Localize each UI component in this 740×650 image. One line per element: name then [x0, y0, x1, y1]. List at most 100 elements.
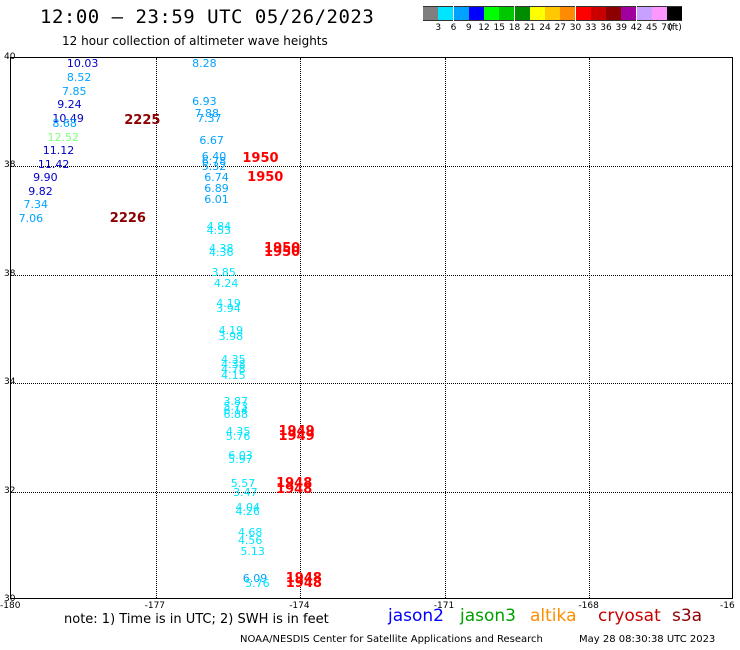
wave-height-observation: 7.34	[23, 198, 48, 212]
legend-swatch	[514, 6, 530, 21]
legend-swatch	[468, 6, 484, 21]
legend-swatch	[667, 6, 682, 21]
longitude-gridline	[444, 58, 446, 598]
wave-height-observation: 7.06	[18, 211, 44, 225]
wave-height-observation: 6.78	[201, 154, 227, 168]
pass-time-label: 1949	[278, 423, 315, 439]
wave-height-observation: 5.32	[201, 160, 227, 174]
pass-time-label: 2225	[124, 113, 161, 129]
longitude-label: -177	[144, 601, 166, 611]
legend-swatch	[453, 6, 469, 21]
legend-swatch	[545, 6, 560, 21]
legend-label: 45	[646, 23, 658, 33]
wave-height-observation: 3.85	[211, 266, 236, 280]
wave-height-observation: 4.84	[206, 220, 232, 234]
longitude-label: -171	[433, 601, 455, 611]
wave-height-observation: 4.04	[235, 500, 261, 514]
legend-label: 24	[539, 23, 551, 33]
pass-time-label: 1950	[264, 245, 301, 261]
legend-swatch	[438, 6, 454, 21]
legend-swatch	[636, 6, 652, 21]
legend-swatch	[560, 6, 576, 21]
wave-height-observation: 11.12	[42, 144, 75, 158]
legend-label: 12	[478, 23, 490, 33]
wave-height-observation: 6.67	[199, 134, 224, 148]
wave-height-observation: 4.19	[218, 324, 244, 338]
longitude-label: -180	[0, 601, 21, 611]
footer-note: note: 1) Time is in UTC; 2) SWH is in fe…	[64, 612, 329, 627]
legend-swatch	[606, 6, 621, 21]
latitude-label: 30	[4, 594, 16, 604]
pass-time-label: 1948	[285, 571, 322, 587]
wave-height-observation: 8.52	[66, 70, 92, 84]
wave-height-observation: 7.88	[194, 107, 220, 121]
wave-height-observation: 4.36	[209, 246, 234, 260]
legend-swatch	[529, 6, 545, 21]
wave-height-observation: 4.78	[221, 362, 246, 376]
wave-height-observation: 6.93	[192, 95, 217, 109]
legend-swatch	[575, 6, 591, 21]
wave-height-observation: 9.90	[33, 171, 58, 185]
satellite-cryosat: cryosat	[598, 606, 661, 626]
pass-time-label: 1950	[264, 240, 301, 256]
satellite-altika: altika	[530, 606, 577, 626]
wave-height-observation: 3.87	[223, 394, 248, 408]
wave-height-observation: 4.26	[235, 504, 261, 518]
legend-label: 6	[450, 23, 457, 33]
latitude-gridline	[11, 166, 732, 168]
latitude-gridline	[11, 383, 732, 385]
wave-height-observation: 4.15	[221, 369, 246, 383]
map-title: 12:00 – 23:59 UTC 05/26/2023	[40, 6, 375, 28]
wave-height-observation: 9.24	[57, 98, 82, 112]
legend-label: 9	[465, 23, 472, 33]
wave-height-observation: 4.68	[237, 526, 263, 540]
satellite-jason3: jason3	[460, 606, 516, 626]
pass-time-label: 1950	[247, 170, 284, 186]
legend-label: 70	[661, 23, 673, 33]
pass-time-label: 1949	[278, 429, 315, 445]
longitude-label: -168	[578, 601, 599, 611]
latitude-gridline	[11, 491, 732, 493]
longitude-label: -174	[289, 601, 310, 611]
wave-height-observation: 11.42	[37, 157, 70, 171]
wave-height-observation: 6.89	[204, 182, 229, 196]
longitude-gridline	[300, 58, 302, 598]
wave-height-observation: 6.01	[204, 192, 229, 206]
wave-height-observation: 6.09	[242, 572, 268, 586]
wave-height-observation: 6.14	[223, 404, 248, 418]
wave-height-observation: 5.73	[223, 399, 248, 413]
satellite-s3a: s3a	[672, 606, 703, 626]
latitude-label: 34	[4, 377, 16, 388]
latitude-label: 38	[4, 160, 16, 171]
wave-height-observation: 8.28	[192, 57, 217, 71]
wave-height-observation: 9.82	[28, 184, 53, 198]
legend-swatch	[499, 6, 515, 21]
legend-label: 36	[600, 23, 612, 33]
pass-time-label: 2226	[109, 210, 146, 226]
wave-height-observation: 6.88	[223, 408, 248, 422]
wave-height-observation: 4.56	[237, 534, 263, 548]
legend-label: 39	[615, 23, 627, 33]
wave-height-observation: 7.85	[62, 84, 87, 98]
latitude-label: 40	[4, 52, 16, 62]
longitude-label: -16	[720, 601, 735, 611]
longitude-gridline	[589, 58, 591, 598]
legend-swatch	[590, 6, 606, 21]
legend-swatch	[423, 6, 438, 21]
legend-swatch	[651, 6, 667, 21]
wave-height-observation: 6.40	[201, 149, 227, 163]
wave-height-observation: 6.74	[204, 171, 229, 185]
wave-height-observation: 3.94	[216, 302, 241, 316]
wave-height-observation: 4.35	[221, 352, 246, 366]
wave-height-observation: 5.57	[230, 477, 256, 491]
legend-label: 18	[508, 23, 521, 33]
legend-label: 42	[630, 23, 643, 33]
wave-height-observation: 4.53	[206, 224, 232, 238]
wave-height-observation: 12.52	[47, 130, 80, 144]
wave-height-observation: 3.98	[218, 329, 244, 343]
legend-label: 30	[569, 23, 582, 33]
wave-height-observation: 10.03	[66, 57, 99, 71]
legend-unit: (ft)	[668, 23, 682, 33]
wave-height-observation: 4.38	[209, 241, 234, 255]
wave-height-observation: 5.76	[245, 576, 270, 590]
